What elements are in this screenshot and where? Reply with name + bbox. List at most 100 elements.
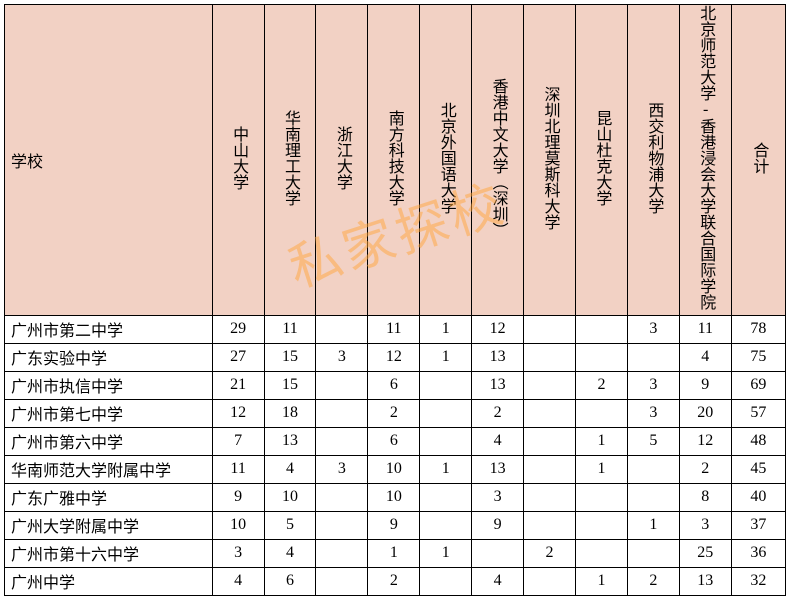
total-cell: 45 — [731, 455, 785, 483]
value-cell: 2 — [524, 539, 576, 567]
value-cell: 11 — [212, 455, 264, 483]
value-cell: 9 — [472, 511, 524, 539]
school-cell: 广州市第六中学 — [5, 427, 213, 455]
school-cell: 广州市第二中学 — [5, 315, 213, 343]
value-cell: 27 — [212, 343, 264, 371]
value-cell: 4 — [679, 343, 731, 371]
value-cell — [420, 483, 472, 511]
value-cell: 12 — [368, 343, 420, 371]
value-cell — [420, 371, 472, 399]
table-row: 广州中学4624121332 — [5, 567, 786, 595]
value-cell — [472, 539, 524, 567]
value-cell — [524, 399, 576, 427]
value-cell: 29 — [212, 315, 264, 343]
value-cell: 1 — [576, 427, 628, 455]
table-row: 广州市第六中学71364151248 — [5, 427, 786, 455]
value-cell: 6 — [368, 371, 420, 399]
header-total: 合计 — [731, 5, 785, 316]
value-cell — [576, 483, 628, 511]
value-cell — [576, 399, 628, 427]
value-cell: 1 — [420, 455, 472, 483]
value-cell: 3 — [212, 539, 264, 567]
value-cell: 13 — [472, 371, 524, 399]
value-cell — [576, 539, 628, 567]
value-cell: 10 — [264, 483, 316, 511]
value-cell — [420, 511, 472, 539]
value-cell: 1 — [627, 511, 679, 539]
table-row: 华南师范大学附属中学1143101131245 — [5, 455, 786, 483]
value-cell: 11 — [368, 315, 420, 343]
value-cell: 8 — [679, 483, 731, 511]
table-row: 广东实验中学2715312113475 — [5, 343, 786, 371]
value-cell — [316, 539, 368, 567]
value-cell: 4 — [264, 539, 316, 567]
total-cell: 57 — [731, 399, 785, 427]
header-uni-0: 中山大学 — [212, 5, 264, 316]
header-uni-5: 香港中文大学（深圳） — [472, 5, 524, 316]
value-cell: 9 — [679, 371, 731, 399]
value-cell: 3 — [679, 511, 731, 539]
table-row: 广东广雅中学910103840 — [5, 483, 786, 511]
value-cell: 2 — [368, 567, 420, 595]
value-cell — [524, 455, 576, 483]
value-cell: 4 — [212, 567, 264, 595]
total-cell: 37 — [731, 511, 785, 539]
value-cell: 15 — [264, 343, 316, 371]
table-row: 广州大学附属中学105991337 — [5, 511, 786, 539]
value-cell: 12 — [679, 427, 731, 455]
value-cell: 5 — [264, 511, 316, 539]
value-cell: 5 — [627, 427, 679, 455]
total-cell: 78 — [731, 315, 785, 343]
value-cell: 2 — [472, 399, 524, 427]
value-cell — [316, 399, 368, 427]
value-cell — [316, 427, 368, 455]
table-row: 广州市第十六中学341122536 — [5, 539, 786, 567]
value-cell — [627, 455, 679, 483]
value-cell — [420, 567, 472, 595]
value-cell: 1 — [420, 315, 472, 343]
table-row: 广州市第二中学29111111231178 — [5, 315, 786, 343]
total-cell: 48 — [731, 427, 785, 455]
total-cell: 36 — [731, 539, 785, 567]
header-uni-6: 深圳北理莫斯科大学 — [524, 5, 576, 316]
table-row: 广州市第七中学12182232057 — [5, 399, 786, 427]
value-cell — [316, 511, 368, 539]
value-cell: 20 — [679, 399, 731, 427]
value-cell: 11 — [679, 315, 731, 343]
value-cell — [316, 567, 368, 595]
school-cell: 广州大学附属中学 — [5, 511, 213, 539]
value-cell: 21 — [212, 371, 264, 399]
value-cell: 2 — [627, 567, 679, 595]
value-cell: 1 — [420, 539, 472, 567]
value-cell: 1 — [368, 539, 420, 567]
value-cell: 2 — [368, 399, 420, 427]
value-cell — [627, 343, 679, 371]
school-cell: 华南师范大学附属中学 — [5, 455, 213, 483]
value-cell — [316, 483, 368, 511]
value-cell — [524, 427, 576, 455]
value-cell: 2 — [679, 455, 731, 483]
value-cell: 13 — [472, 455, 524, 483]
header-uni-8: 西交利物浦大学 — [627, 5, 679, 316]
header-uni-4: 北京外国语大学 — [420, 5, 472, 316]
value-cell — [576, 315, 628, 343]
value-cell — [420, 399, 472, 427]
value-cell: 3 — [316, 455, 368, 483]
value-cell — [576, 511, 628, 539]
school-cell: 广州市第十六中学 — [5, 539, 213, 567]
value-cell — [576, 343, 628, 371]
value-cell — [524, 511, 576, 539]
value-cell: 3 — [627, 399, 679, 427]
value-cell: 7 — [212, 427, 264, 455]
value-cell — [524, 483, 576, 511]
value-cell: 3 — [316, 343, 368, 371]
value-cell: 4 — [472, 427, 524, 455]
value-cell — [524, 371, 576, 399]
value-cell: 1 — [576, 455, 628, 483]
school-cell: 广东广雅中学 — [5, 483, 213, 511]
value-cell: 13 — [264, 427, 316, 455]
value-cell: 9 — [212, 483, 264, 511]
header-uni-1: 华南理工大学 — [264, 5, 316, 316]
total-cell: 40 — [731, 483, 785, 511]
value-cell: 6 — [264, 567, 316, 595]
